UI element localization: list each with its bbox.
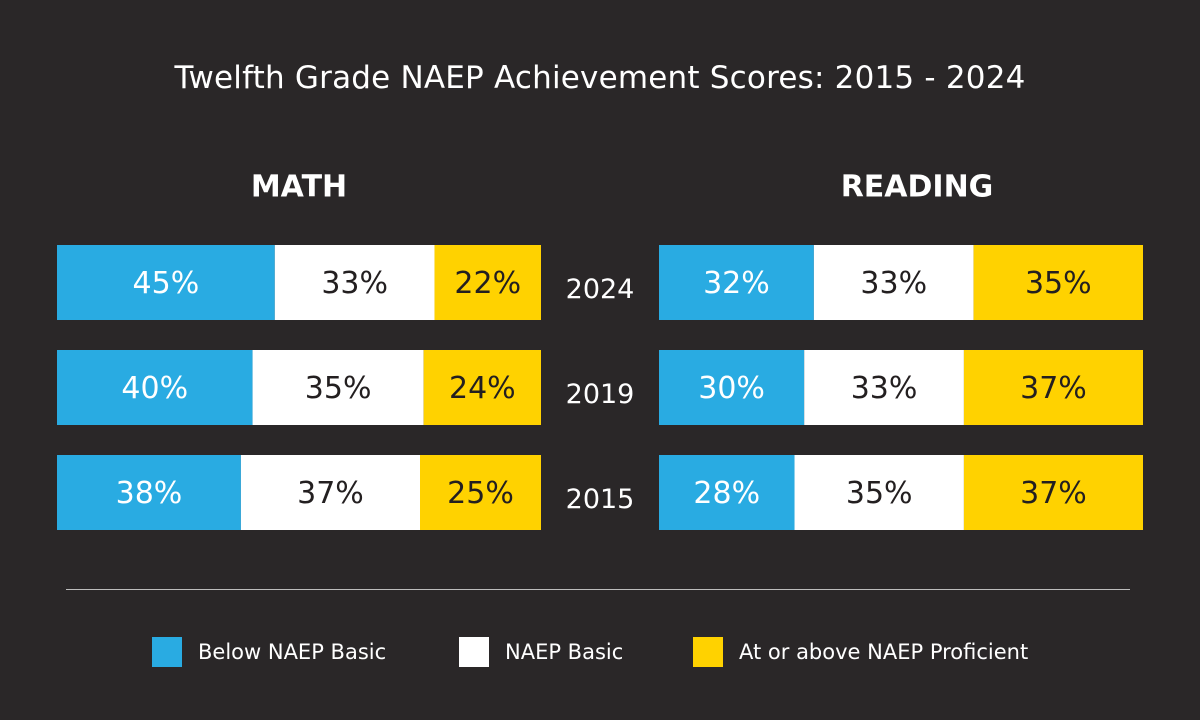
bar-math-2019-proficient: [423, 350, 541, 425]
legend-label-proficient: At or above NAEP Proficient: [739, 640, 1029, 664]
year-label-2019: 2019: [566, 379, 635, 410]
divider: [66, 589, 1130, 590]
bar-reading-2019-basic: [804, 350, 964, 425]
panel-title-math: MATH: [251, 170, 347, 205]
legend-swatch-basic: [459, 637, 489, 667]
bar-reading-2024-proficient: [973, 245, 1143, 320]
bar-math-2024-basic: [274, 245, 435, 320]
data-label-math-2024-below-basic: 45%: [133, 266, 200, 301]
bar-reading-2015-basic: [794, 455, 964, 530]
data-label-reading-2024-basic: 33%: [860, 266, 927, 301]
data-label-reading-2015-below-basic: 28%: [693, 476, 760, 511]
legend-item-below-basic: Below NAEP Basic: [152, 635, 386, 669]
bar-reading-2024-basic: [813, 245, 974, 320]
bar-math-2015-proficient: [420, 455, 541, 530]
data-label-math-2015-below-basic: 38%: [116, 476, 183, 511]
legend-label-below-basic: Below NAEP Basic: [198, 640, 387, 664]
year-label-2015: 2015: [566, 484, 635, 515]
data-label-reading-2024-proficient: 35%: [1025, 266, 1092, 301]
legend-item-basic: NAEP Basic: [459, 635, 623, 669]
legend-item-proficient: At or above NAEP Proficient: [693, 635, 1028, 669]
legend-swatch-proficient: [693, 637, 723, 667]
data-label-math-2019-proficient: 24%: [449, 371, 516, 406]
data-label-reading-2019-below-basic: 30%: [698, 371, 765, 406]
legend-label-basic: NAEP Basic: [505, 640, 624, 664]
legend: Below NAEP Basic NAEP Basic At or above …: [0, 635, 1200, 669]
panel-title-reading: READING: [841, 170, 994, 205]
bar-math-2024-below-basic: [57, 245, 275, 320]
bar-math-2019-below-basic: [57, 350, 253, 425]
bar-reading-2024-below-basic: [659, 245, 814, 320]
bar-math-2019-basic: [252, 350, 424, 425]
data-label-reading-2015-proficient: 37%: [1020, 476, 1087, 511]
data-label-reading-2019-proficient: 37%: [1020, 371, 1087, 406]
data-label-math-2015-proficient: 25%: [447, 476, 514, 511]
data-label-math-2019-basic: 35%: [305, 371, 372, 406]
data-label-math-2024-basic: 33%: [321, 266, 388, 301]
bar-math-2015-below-basic: [57, 455, 241, 530]
bar-math-2015-basic: [240, 455, 420, 530]
data-label-reading-2019-basic: 33%: [851, 371, 918, 406]
data-label-math-2015-basic: 37%: [297, 476, 364, 511]
chart-title: Twelfth Grade NAEP Achievement Scores: 2…: [174, 60, 1026, 96]
data-label-reading-2015-basic: 35%: [846, 476, 913, 511]
bar-reading-2019-below-basic: [659, 350, 805, 425]
bar-reading-2019-proficient: [963, 350, 1143, 425]
year-label-2024: 2024: [566, 274, 635, 305]
data-label-math-2024-proficient: 22%: [454, 266, 521, 301]
bar-reading-2015-below-basic: [659, 455, 795, 530]
bar-math-2024-proficient: [434, 245, 541, 320]
bar-reading-2015-proficient: [963, 455, 1143, 530]
data-label-reading-2024-below-basic: 32%: [703, 266, 770, 301]
legend-swatch-below-basic: [152, 637, 182, 667]
data-label-math-2019-below-basic: 40%: [121, 371, 188, 406]
